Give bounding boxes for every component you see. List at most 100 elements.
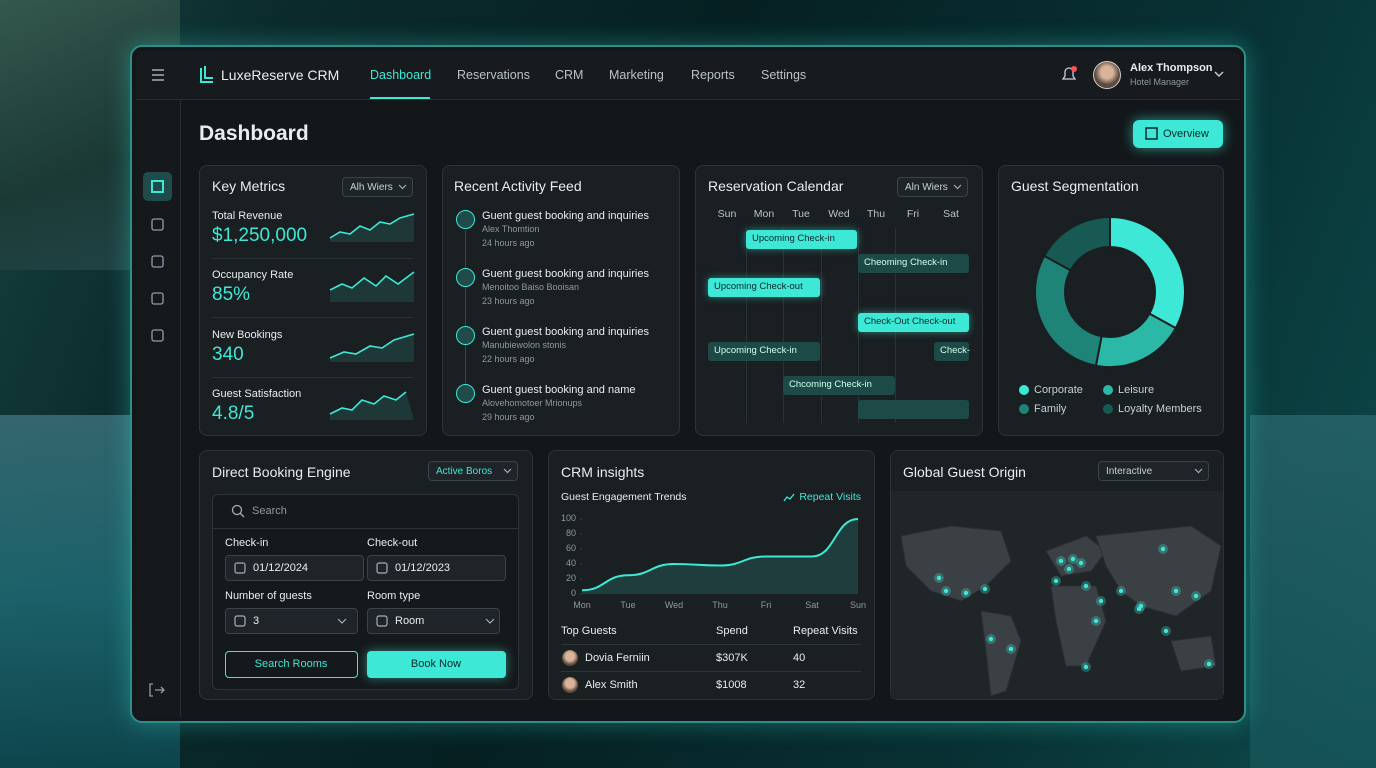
origin-dot bbox=[982, 586, 988, 592]
map-filter-label[interactable]: Interactive bbox=[1106, 465, 1153, 477]
event-label[interactable]: Cheoming Check-in bbox=[864, 257, 948, 269]
calendar-event[interactable] bbox=[858, 313, 969, 332]
nav-item[interactable]: Marketing bbox=[609, 67, 664, 82]
table-cell: Dovia Ferniin bbox=[585, 651, 650, 664]
calendar-event[interactable] bbox=[934, 342, 969, 361]
card-title: Direct Booking Engine bbox=[212, 463, 351, 480]
icon bbox=[231, 504, 243, 516]
map-filter-chevron bbox=[1194, 468, 1203, 474]
bell-icon bbox=[1061, 67, 1077, 80]
user-role: Hotel Manager bbox=[1130, 77, 1190, 88]
calendar-event[interactable] bbox=[746, 230, 857, 249]
input-value[interactable]: 3 bbox=[253, 614, 260, 627]
sparkline bbox=[329, 213, 415, 239]
event-label[interactable]: Upcoming Check-out bbox=[714, 281, 803, 293]
activity-title: Guent guest booking and inquiries bbox=[482, 209, 649, 222]
table-cell: Alex Smith bbox=[585, 678, 638, 691]
calendar-filter-label[interactable]: Aln Wiers bbox=[905, 181, 948, 193]
calendar-event[interactable] bbox=[708, 342, 820, 361]
table-header: Spend bbox=[716, 624, 748, 637]
legend-dot bbox=[1019, 404, 1029, 414]
table-cell: $307K bbox=[716, 651, 748, 664]
page-title: Dashboard bbox=[199, 122, 309, 146]
sidebar-icon bbox=[151, 255, 164, 268]
chevron bbox=[485, 618, 495, 624]
input-field[interactable] bbox=[367, 555, 506, 581]
input-value[interactable]: Room bbox=[395, 614, 425, 627]
booking-filter-label[interactable]: Active Boros bbox=[436, 465, 493, 477]
search-input[interactable] bbox=[212, 494, 519, 529]
book-button-label[interactable]: Book Now bbox=[410, 658, 462, 671]
booking-filter[interactable] bbox=[428, 461, 518, 481]
x-tick-label: Wed bbox=[664, 600, 684, 611]
donut bbox=[1034, 215, 1186, 368]
field-icon bbox=[376, 615, 388, 627]
event-label[interactable]: Check- bbox=[940, 345, 971, 357]
input-value[interactable]: 01/12/2023 bbox=[395, 561, 451, 574]
input-field[interactable] bbox=[225, 555, 364, 581]
nav-item[interactable]: Reservations bbox=[457, 67, 530, 82]
calendar-event[interactable] bbox=[783, 376, 895, 395]
day-label: Tue bbox=[792, 208, 810, 221]
book-button[interactable] bbox=[367, 651, 506, 678]
map-filter[interactable] bbox=[1098, 461, 1209, 481]
origin-dot bbox=[1093, 618, 1099, 624]
logout-icon bbox=[149, 683, 165, 697]
sidebar-icon bbox=[151, 329, 164, 342]
overview-label[interactable]: Overview bbox=[1163, 127, 1209, 140]
card-title: Reservation Calendar bbox=[708, 177, 844, 194]
event-label[interactable]: Upcoming Check-in bbox=[714, 345, 797, 357]
nav-item[interactable]: CRM bbox=[555, 67, 584, 82]
metrics-filter[interactable] bbox=[342, 177, 413, 197]
sparkline-area bbox=[330, 214, 414, 242]
calendar-event[interactable] bbox=[708, 278, 820, 297]
day-label: Sat bbox=[943, 208, 959, 221]
donut-segment bbox=[1094, 312, 1178, 368]
day-label: Thu bbox=[866, 208, 886, 221]
y-tick-label: 60 bbox=[565, 543, 576, 554]
chevron bbox=[485, 618, 495, 624]
origin-dot bbox=[1206, 661, 1212, 667]
nav-item[interactable]: Dashboard bbox=[370, 67, 432, 82]
metric-value: $1,250,000 bbox=[212, 224, 308, 246]
crm-card bbox=[548, 450, 875, 700]
search-button[interactable] bbox=[225, 651, 358, 678]
event-label[interactable]: Check-Out Check-out bbox=[864, 316, 956, 328]
sparklines bbox=[329, 213, 415, 420]
nav-item[interactable]: Reports bbox=[691, 67, 735, 82]
guest-avatar bbox=[562, 677, 578, 693]
top-bar bbox=[136, 51, 1240, 100]
input-value[interactable]: 01/12/2024 bbox=[253, 561, 309, 574]
donut-segment bbox=[1034, 254, 1103, 367]
search-button-label[interactable]: Search Rooms bbox=[254, 658, 328, 671]
origin-dot bbox=[1138, 603, 1144, 609]
legend-icon bbox=[783, 493, 795, 502]
x-tick-label: Mon bbox=[573, 600, 591, 611]
event-label[interactable]: Upcoming Check-in bbox=[752, 233, 835, 245]
line-area bbox=[582, 519, 858, 594]
chart-title: Guest Engagement Trends bbox=[561, 491, 687, 504]
overview-button[interactable] bbox=[1133, 120, 1223, 148]
metric-label: Total Revenue bbox=[212, 209, 283, 222]
sidebar-icon bbox=[151, 292, 164, 305]
field-icon bbox=[234, 615, 246, 627]
activity-icon bbox=[456, 384, 475, 403]
metrics-filter-label[interactable]: Alh Wiers bbox=[350, 181, 393, 193]
input-field[interactable] bbox=[367, 608, 500, 634]
activity-sub: Menoitoo Baiso Booisan bbox=[482, 282, 580, 293]
chevron bbox=[337, 618, 347, 624]
origin-dot bbox=[1083, 664, 1089, 670]
chevron bbox=[398, 184, 407, 190]
legend-dot bbox=[1019, 385, 1029, 395]
calendar-card bbox=[695, 165, 983, 436]
line-chart bbox=[580, 518, 859, 595]
activity-title: Guent guest booking and inquiries bbox=[482, 325, 649, 338]
legend-label: Corporate bbox=[1034, 383, 1083, 396]
calendar-event[interactable] bbox=[858, 254, 969, 273]
nav-item[interactable]: Settings bbox=[761, 67, 807, 82]
calendar-filter[interactable] bbox=[897, 177, 968, 197]
event-label[interactable]: Chcoming Check-in bbox=[789, 379, 872, 391]
y-tick-label: 100 bbox=[560, 513, 576, 524]
input-field[interactable] bbox=[225, 608, 358, 634]
guest-avatar bbox=[562, 650, 578, 666]
